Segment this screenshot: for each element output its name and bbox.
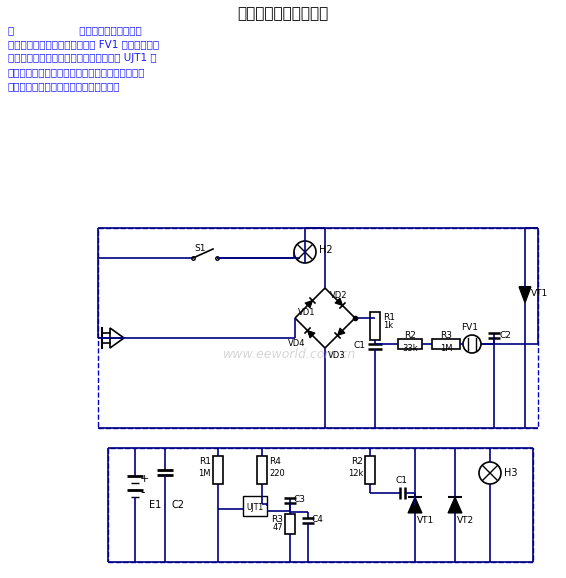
Text: H2: H2 <box>319 245 333 255</box>
Bar <box>243 496 267 516</box>
Bar <box>285 514 295 534</box>
Text: www.eeworld.com.cn: www.eeworld.com.cn <box>224 349 357 361</box>
Polygon shape <box>448 497 462 513</box>
Text: +: + <box>140 474 149 484</box>
Text: R2: R2 <box>351 458 363 466</box>
Text: C4: C4 <box>312 516 324 524</box>
Text: 1M: 1M <box>440 344 452 353</box>
Text: VD1: VD1 <box>298 308 315 317</box>
Text: R4: R4 <box>269 458 281 466</box>
Bar <box>370 312 380 340</box>
Text: VT2: VT2 <box>457 516 474 525</box>
Text: VT1: VT1 <box>531 288 548 298</box>
Text: R3: R3 <box>440 331 452 340</box>
Polygon shape <box>408 497 422 513</box>
Text: 图                    示出两个利用晶闸管控: 图 示出两个利用晶闸管控 <box>8 25 142 35</box>
Text: R2: R2 <box>404 331 416 340</box>
Text: R1: R1 <box>199 458 211 466</box>
Text: 1k: 1k <box>383 321 393 331</box>
Bar <box>398 339 422 349</box>
Text: VD3: VD3 <box>328 351 346 360</box>
Polygon shape <box>110 328 124 348</box>
Text: R1: R1 <box>383 313 395 321</box>
Bar <box>98 228 538 428</box>
Polygon shape <box>337 328 345 335</box>
Text: -: - <box>140 487 144 499</box>
Text: 1M: 1M <box>199 469 211 479</box>
Text: 12k: 12k <box>348 469 363 479</box>
Text: R3: R3 <box>271 514 283 524</box>
Text: FV1: FV1 <box>461 323 478 332</box>
Polygon shape <box>307 331 315 338</box>
Text: 33k: 33k <box>402 344 418 353</box>
Text: VD2: VD2 <box>330 291 348 300</box>
Bar <box>108 448 533 562</box>
Bar <box>257 456 267 484</box>
Polygon shape <box>305 301 312 308</box>
Text: C3: C3 <box>294 495 306 505</box>
Bar <box>432 339 460 349</box>
Text: C1: C1 <box>396 476 408 485</box>
Text: 压触发晶闸管导通，后者利用单结晶体管 UJT1 触: 压触发晶闸管导通，后者利用单结晶体管 UJT1 触 <box>8 53 157 63</box>
Text: 制闪光灯的电路。前者利用氟管 FV1 的转折导通电: 制闪光灯的电路。前者利用氟管 FV1 的转折导通电 <box>8 39 159 49</box>
Bar <box>213 456 223 484</box>
Text: 220: 220 <box>269 469 285 479</box>
Text: 发晶闸管导通。前者由交流供电，后者则由直流供: 发晶闸管导通。前者由交流供电，后者则由直流供 <box>8 67 145 77</box>
Text: VT1: VT1 <box>417 516 434 525</box>
Text: 晶闸管控制闪光灯电路: 晶闸管控制闪光灯电路 <box>237 6 329 21</box>
Text: VD4: VD4 <box>288 339 305 347</box>
Bar <box>365 456 375 484</box>
Text: 电。为使灯闪烁，电路中接入换相电容。: 电。为使灯闪烁，电路中接入换相电容。 <box>8 81 121 91</box>
Polygon shape <box>335 298 342 306</box>
Text: E1: E1 <box>149 500 161 510</box>
Text: H3: H3 <box>504 468 517 478</box>
Text: C2: C2 <box>171 500 184 510</box>
Polygon shape <box>519 287 531 303</box>
Text: C1: C1 <box>354 342 366 350</box>
Text: 47: 47 <box>272 524 283 532</box>
Text: UJT1: UJT1 <box>246 503 264 513</box>
Text: C2: C2 <box>499 331 511 339</box>
Text: S1: S1 <box>194 244 206 253</box>
